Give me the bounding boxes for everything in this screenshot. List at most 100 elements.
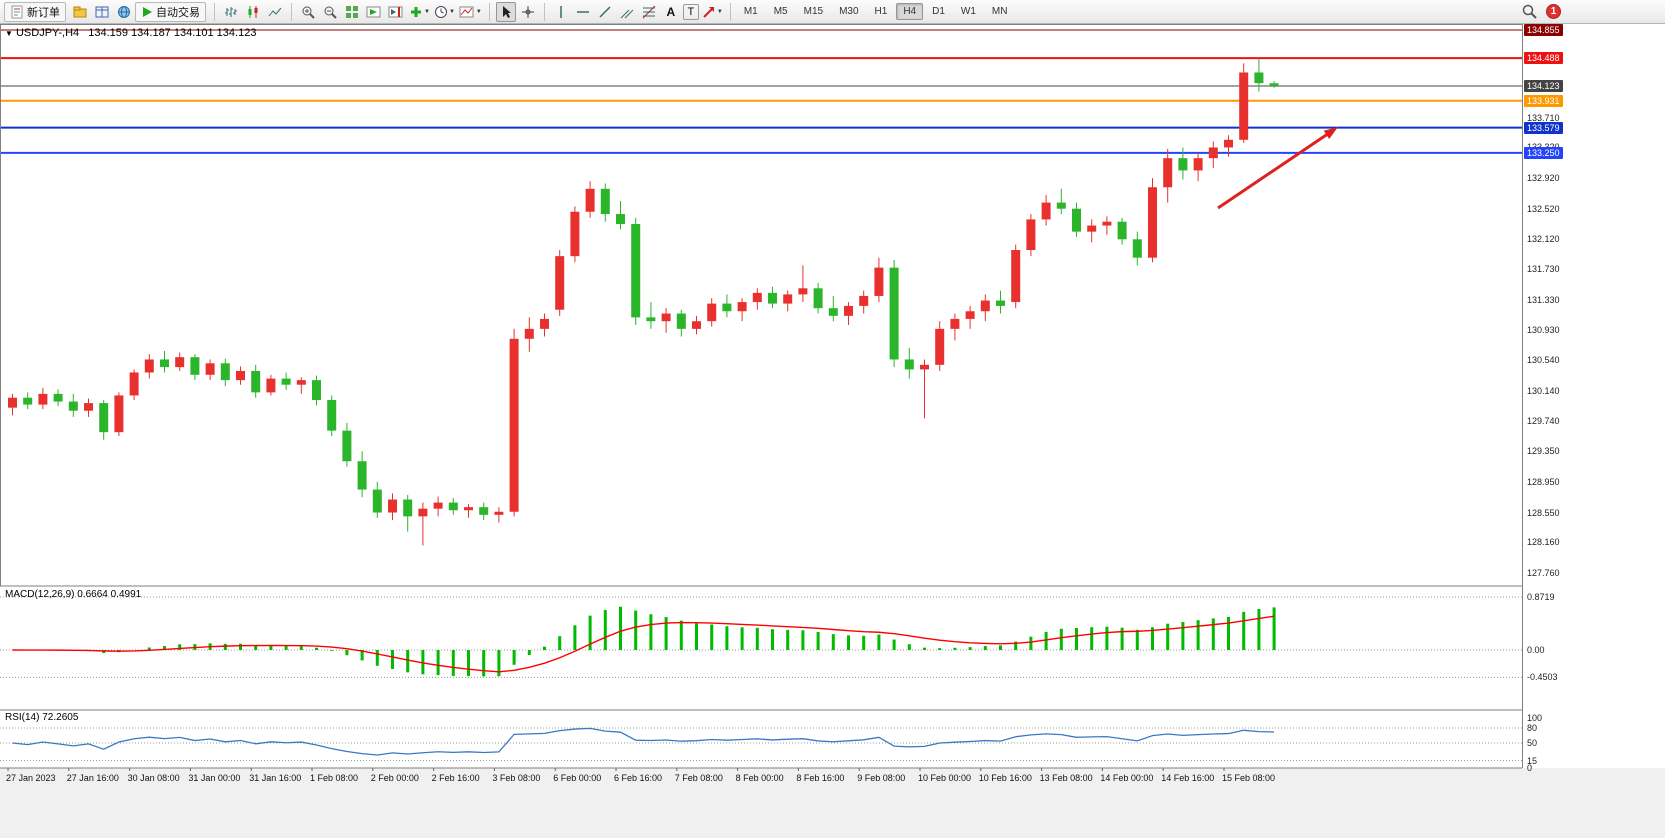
auto-trading-button[interactable]: 自动交易 — [135, 1, 206, 22]
time-axis-label: 6 Feb 00:00 — [553, 773, 602, 783]
chart-window: ▼ USDJPY-,H4 134.159 134.187 134.101 134… — [0, 24, 1665, 838]
price-line-badge: 133.579 — [1524, 121, 1563, 134]
timeframe-h1-button[interactable]: H1 — [874, 6, 888, 17]
timeframe-m1-button[interactable]: M1 — [743, 6, 758, 17]
trend-arrow-annotation[interactable] — [1217, 127, 1338, 210]
price-axis-tick: 130.140 — [1527, 385, 1560, 396]
navigator-icon[interactable] — [114, 2, 134, 22]
price-axis-tick: 128.950 — [1527, 476, 1560, 487]
time-axis-label: 27 Jan 2023 — [6, 773, 56, 783]
time-axis-label: 27 Jan 16:00 — [66, 773, 119, 783]
timeframe-mn-button[interactable]: MN — [991, 6, 1008, 17]
price-axis-tick: 129.350 — [1527, 446, 1560, 457]
trendline-icon[interactable] — [595, 2, 615, 22]
price-hlines-layer — [0, 29, 1522, 154]
toolbar-right-group: 1 — [1518, 2, 1561, 22]
macd-signal-line — [12, 615, 1275, 673]
chevron-down-icon: ▼ — [424, 8, 430, 15]
new-order-label: 新订单 — [27, 6, 60, 19]
top-toolbar: 新订单 自动交易 ▼ — [0, 0, 1665, 24]
timeframe-d1-button[interactable]: D1 — [932, 6, 945, 17]
timeframe-h4-button[interactable]: H4 — [896, 3, 924, 20]
macd-layer — [12, 606, 1276, 677]
timeframe-toolbar: M1 M5 M15 M30 H1 H4 D1 W1 MN — [736, 3, 1016, 20]
auto-scroll-icon[interactable] — [364, 2, 384, 22]
zoom-out-icon[interactable] — [320, 2, 340, 22]
fibonacci-icon[interactable] — [639, 2, 659, 22]
time-axis-label: 10 Feb 00:00 — [918, 773, 972, 783]
price-axis-tick: 132.520 — [1527, 203, 1560, 214]
macd-axis-tick: 0.00 — [1527, 645, 1545, 655]
periods-icon[interactable]: ▼ — [433, 2, 456, 22]
time-axis-label: 8 Feb 16:00 — [796, 773, 845, 783]
price-axis-tick: 131.730 — [1527, 264, 1560, 275]
bars-chart-icon[interactable] — [221, 2, 241, 22]
time-axis-label: 31 Jan 00:00 — [188, 773, 241, 783]
price-axis-tick: 132.120 — [1527, 234, 1560, 245]
notification-badge[interactable]: 1 — [1546, 4, 1561, 19]
zoom-in-icon[interactable] — [298, 2, 318, 22]
chart-title: ▼ USDJPY-,H4 134.159 134.187 134.101 134… — [5, 27, 256, 39]
chart-profiles-icon[interactable] — [70, 2, 90, 22]
price-line-badge: 133.931 — [1524, 94, 1563, 107]
timeframe-w1-button[interactable]: W1 — [960, 6, 976, 17]
time-axis-label: 30 Jan 08:00 — [127, 773, 180, 783]
time-axis-label: 7 Feb 08:00 — [674, 773, 723, 783]
horizontal-line-icon[interactable] — [573, 2, 593, 22]
time-axis-label: 15 Feb 08:00 — [1222, 773, 1276, 783]
vertical-line-icon[interactable] — [551, 2, 571, 22]
crosshair-icon[interactable] — [518, 2, 538, 22]
new-order-icon — [10, 5, 24, 19]
time-axis-label: 13 Feb 08:00 — [1039, 773, 1093, 783]
rsi-axis-tick: 100 — [1527, 713, 1543, 723]
rsi-pane-divider[interactable] — [0, 707, 1523, 713]
price-line-badge: 133.250 — [1524, 146, 1563, 159]
candlestick-chart-icon[interactable] — [243, 2, 263, 22]
time-axis-label: 1 Feb 08:00 — [310, 773, 359, 783]
toolbar-separator — [543, 2, 545, 21]
chart-shift-icon[interactable] — [386, 2, 406, 22]
market-watch-icon[interactable] — [92, 2, 112, 22]
text-tool-icon[interactable]: A — [666, 4, 676, 19]
cursor-icon[interactable] — [495, 1, 516, 22]
toolbar-separator — [729, 2, 731, 21]
time-axis-label: 31 Jan 16:00 — [249, 773, 302, 783]
time-axis-label: 6 Feb 16:00 — [614, 773, 663, 783]
new-order-button[interactable]: 新订单 — [4, 1, 66, 22]
templates-icon[interactable]: ▼ — [458, 2, 483, 22]
timeframe-m5-button[interactable]: M5 — [773, 6, 788, 17]
macd-axis-tick: 0.8719 — [1527, 591, 1555, 602]
time-axis-label: 8 Feb 00:00 — [735, 773, 784, 783]
time-axis-label: 10 Feb 16:00 — [978, 773, 1032, 783]
price-axis-tick: 130.540 — [1527, 355, 1560, 366]
price-line-badge: 134.488 — [1524, 52, 1563, 65]
macd-pane-divider[interactable] — [0, 583, 1523, 589]
channel-icon[interactable] — [617, 2, 637, 22]
price-axis-tick: 130.930 — [1527, 325, 1560, 336]
price-axis[interactable] — [1523, 24, 1665, 768]
auto-trading-label: 自动交易 — [156, 6, 200, 19]
price-axis-tick: 127.760 — [1527, 567, 1560, 578]
line-chart-icon[interactable] — [265, 2, 285, 22]
tile-windows-icon[interactable] — [342, 2, 362, 22]
price-axis-tick: 128.550 — [1527, 507, 1560, 518]
time-axis-label: 9 Feb 08:00 — [857, 773, 906, 783]
rsi-axis-tick: 50 — [1527, 738, 1538, 748]
time-axis-label: 2 Feb 00:00 — [370, 773, 419, 783]
chart-canvas[interactable] — [0, 24, 1665, 838]
play-icon — [141, 6, 153, 18]
timeframe-m15-button[interactable]: M15 — [803, 6, 824, 17]
rsi-axis-tick: 15 — [1527, 755, 1538, 766]
shapes-icon[interactable]: ▼ — [701, 2, 724, 22]
price-axis-tick: 128.160 — [1527, 537, 1560, 548]
indicators-icon[interactable]: ▼ — [408, 2, 431, 22]
chart-menu-triangle-icon[interactable]: ▼ — [5, 29, 13, 38]
time-axis-label: 3 Feb 08:00 — [492, 773, 541, 783]
price-axis-tick: 129.740 — [1527, 416, 1560, 427]
price-axis-tick: 132.920 — [1527, 173, 1560, 184]
toolbar-separator — [214, 2, 215, 21]
rsi-line — [12, 727, 1275, 756]
label-tool-icon[interactable]: T — [682, 3, 699, 20]
search-icon[interactable] — [1519, 2, 1539, 22]
timeframe-m30-button[interactable]: M30 — [839, 6, 859, 17]
